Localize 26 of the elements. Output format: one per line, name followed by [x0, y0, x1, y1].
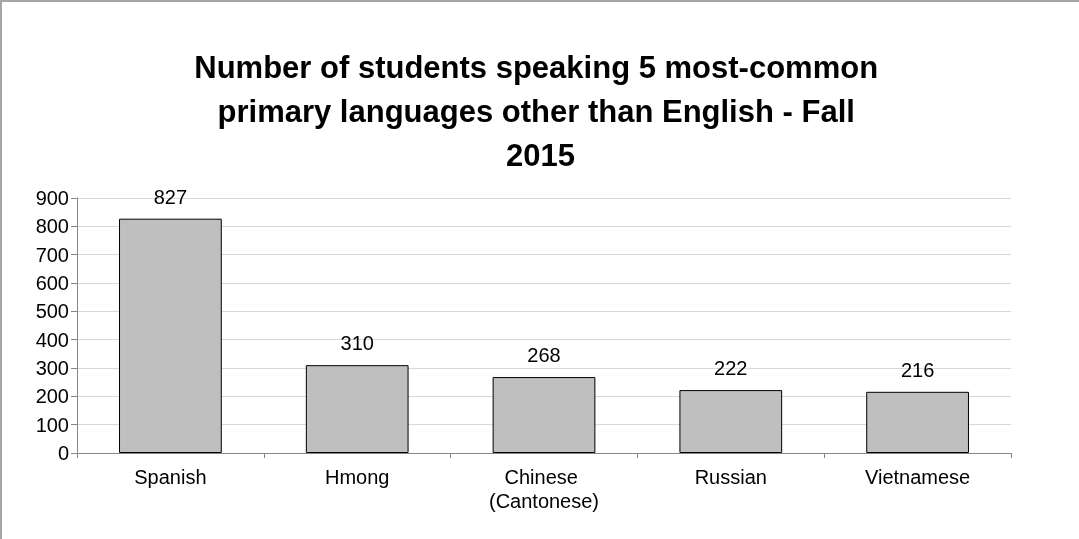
x-tick-label: Spanish [134, 466, 207, 488]
y-tick-label: 800 [35, 215, 69, 238]
chart-title: Number of students speaking 5 most-common primary languages other than English - Fall 2015 [194, 49, 887, 173]
x-tick-label: Vietnamese [864, 466, 971, 488]
y-tick-label: 400 [35, 328, 69, 351]
bar [492, 377, 596, 453]
data-label: 222 [714, 357, 748, 380]
y-tick-label: 600 [35, 272, 69, 294]
bar [119, 218, 222, 453]
y-tick-label: 200 [35, 385, 69, 408]
x-tick-label: Chinese (Cantonese) [488, 466, 600, 512]
bar [679, 390, 783, 453]
x-tick-label: Hmong [324, 466, 390, 488]
data-label: 268 [527, 344, 561, 367]
x-tick-label: Russian [694, 466, 767, 488]
y-tick-label: 700 [35, 243, 69, 266]
y-tick-label: 500 [35, 300, 69, 323]
data-label: 827 [153, 185, 188, 208]
bar [305, 365, 409, 453]
bar [866, 391, 969, 453]
data-label: 310 [340, 332, 374, 355]
y-tick-label: 100 [35, 413, 69, 436]
y-tick-label: 0 [57, 442, 69, 464]
y-tick-label: 300 [35, 357, 69, 379]
y-tick-label: 900 [35, 187, 69, 209]
data-label: 216 [900, 358, 935, 381]
